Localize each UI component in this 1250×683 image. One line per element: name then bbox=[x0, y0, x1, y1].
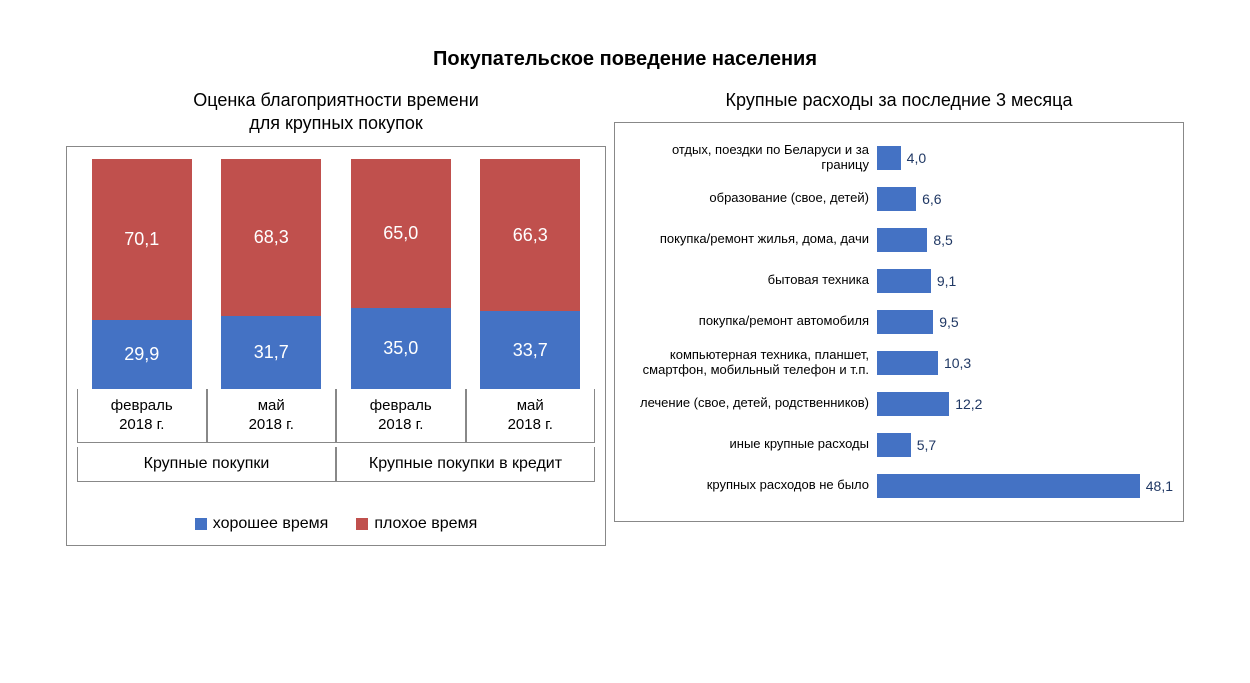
hbar-label: покупка/ремонт жилья, дома, дачи bbox=[621, 232, 877, 247]
hbar-row: образование (свое, детей) 6,6 bbox=[621, 178, 1173, 219]
bar-segment-bad: 65,0 bbox=[351, 159, 451, 309]
hbar-track: 10,3 bbox=[877, 351, 1173, 375]
hbar-value: 5,7 bbox=[917, 437, 936, 453]
legend-swatch-good bbox=[195, 518, 207, 530]
hbar-track: 9,5 bbox=[877, 310, 1173, 334]
left-chart-subtitle: Оценка благоприятности временидля крупны… bbox=[193, 89, 479, 136]
hbar bbox=[877, 474, 1140, 498]
hbar-value: 9,1 bbox=[937, 273, 956, 289]
hbar-track: 12,2 bbox=[877, 392, 1173, 416]
charts-row: Оценка благоприятности временидля крупны… bbox=[0, 89, 1250, 546]
hbar-value: 9,5 bbox=[939, 314, 958, 330]
bar-segment-bad: 66,3 bbox=[480, 159, 580, 311]
legend-item-bad: плохое время bbox=[356, 515, 477, 533]
hbar-label: покупка/ремонт автомобиля bbox=[621, 314, 877, 329]
hbar-value: 48,1 bbox=[1146, 478, 1173, 494]
hbar-row: отдых, поездки по Беларуси и за границу 4… bbox=[621, 137, 1173, 178]
hbar-track: 5,7 bbox=[877, 433, 1173, 457]
bar-segment-good: 33,7 bbox=[480, 311, 580, 389]
hbar bbox=[877, 433, 911, 457]
bar-segment-bad: 68,3 bbox=[221, 159, 321, 316]
right-chart-subtitle: Крупные расходы за последние 3 месяца bbox=[726, 89, 1073, 112]
hbar-label: образование (свое, детей) bbox=[621, 191, 877, 206]
hbar-value: 10,3 bbox=[944, 355, 971, 371]
hbar-row: покупка/ремонт автомобиля 9,5 bbox=[621, 301, 1173, 342]
left-chart-month-axis: февраль2018 г.май2018 г.февраль2018 г.ма… bbox=[77, 389, 595, 444]
hbar-track: 48,1 bbox=[877, 474, 1173, 498]
hbar bbox=[877, 187, 916, 211]
xaxis-month-cell: май2018 г. bbox=[207, 389, 337, 444]
hbar-row: компьютерная техника, планшет, смартфон,… bbox=[621, 342, 1173, 383]
right-chart-column: Крупные расходы за последние 3 месяца от… bbox=[614, 89, 1184, 546]
hbar-label: компьютерная техника, планшет, смартфон,… bbox=[621, 348, 877, 378]
legend-swatch-bad bbox=[356, 518, 368, 530]
hbar bbox=[877, 146, 901, 170]
stacked-bar: 68,331,7 bbox=[221, 159, 321, 389]
hbar-label: лечение (свое, детей, родственников) bbox=[621, 396, 877, 411]
left-chart: 70,129,9 68,331,7 65,035,0 66,333,7 февраль… bbox=[66, 146, 606, 546]
hbar-label: крупных расходов не было bbox=[621, 478, 877, 493]
hbar-track: 9,1 bbox=[877, 269, 1173, 293]
bar-segment-good: 31,7 bbox=[221, 316, 321, 389]
bar-segment-bad: 70,1 bbox=[92, 159, 192, 320]
hbar-track: 6,6 bbox=[877, 187, 1173, 211]
hbar-value: 4,0 bbox=[907, 150, 926, 166]
hbar-row: покупка/ремонт жилья, дома, дачи 8,5 bbox=[621, 219, 1173, 260]
hbar-value: 8,5 bbox=[933, 232, 952, 248]
bar-segment-good: 35,0 bbox=[351, 308, 451, 389]
hbar-row: лечение (свое, детей, родственников) 12,2 bbox=[621, 383, 1173, 424]
hbar-row: крупных расходов не было 48,1 bbox=[621, 465, 1173, 506]
stacked-bar: 66,333,7 bbox=[480, 159, 580, 389]
hbar-track: 8,5 bbox=[877, 228, 1173, 252]
hbar bbox=[877, 310, 933, 334]
left-chart-plot: 70,129,9 68,331,7 65,035,0 66,333,7 bbox=[77, 159, 595, 389]
hbar bbox=[877, 228, 927, 252]
hbar-label: отдых, поездки по Беларуси и за границу bbox=[621, 143, 877, 173]
page-title: Покупательское поведение населения bbox=[0, 48, 1250, 71]
right-chart: отдых, поездки по Беларуси и за границу 4… bbox=[614, 122, 1184, 522]
hbar-value: 6,6 bbox=[922, 191, 941, 207]
hbar-label: иные крупные расходы bbox=[621, 437, 877, 452]
xaxis-group-cell: Крупные покупки bbox=[77, 447, 336, 482]
legend-label-good: хорошее время bbox=[213, 515, 329, 533]
bar-segment-good: 29,9 bbox=[92, 320, 192, 389]
left-chart-column: Оценка благоприятности временидля крупны… bbox=[66, 89, 606, 546]
hbar-row: иные крупные расходы 5,7 bbox=[621, 424, 1173, 465]
left-chart-group-axis: Крупные покупкиКрупные покупки в кредит bbox=[77, 447, 595, 482]
xaxis-group-cell: Крупные покупки в кредит bbox=[336, 447, 595, 482]
stacked-bar: 65,035,0 bbox=[351, 159, 451, 389]
left-chart-legend: хорошее время плохое время bbox=[67, 515, 605, 533]
hbar-row: бытовая техника 9,1 bbox=[621, 260, 1173, 301]
legend-item-good: хорошее время bbox=[195, 515, 329, 533]
hbar bbox=[877, 351, 938, 375]
hbar-value: 12,2 bbox=[955, 396, 982, 412]
hbar-label: бытовая техника bbox=[621, 273, 877, 288]
hbar-track: 4,0 bbox=[877, 146, 1173, 170]
xaxis-month-cell: февраль2018 г. bbox=[77, 389, 207, 444]
hbar bbox=[877, 392, 949, 416]
stacked-bar: 70,129,9 bbox=[92, 159, 192, 389]
legend-label-bad: плохое время bbox=[374, 515, 477, 533]
xaxis-month-cell: май2018 г. bbox=[466, 389, 596, 444]
hbar bbox=[877, 269, 931, 293]
xaxis-month-cell: февраль2018 г. bbox=[336, 389, 466, 444]
